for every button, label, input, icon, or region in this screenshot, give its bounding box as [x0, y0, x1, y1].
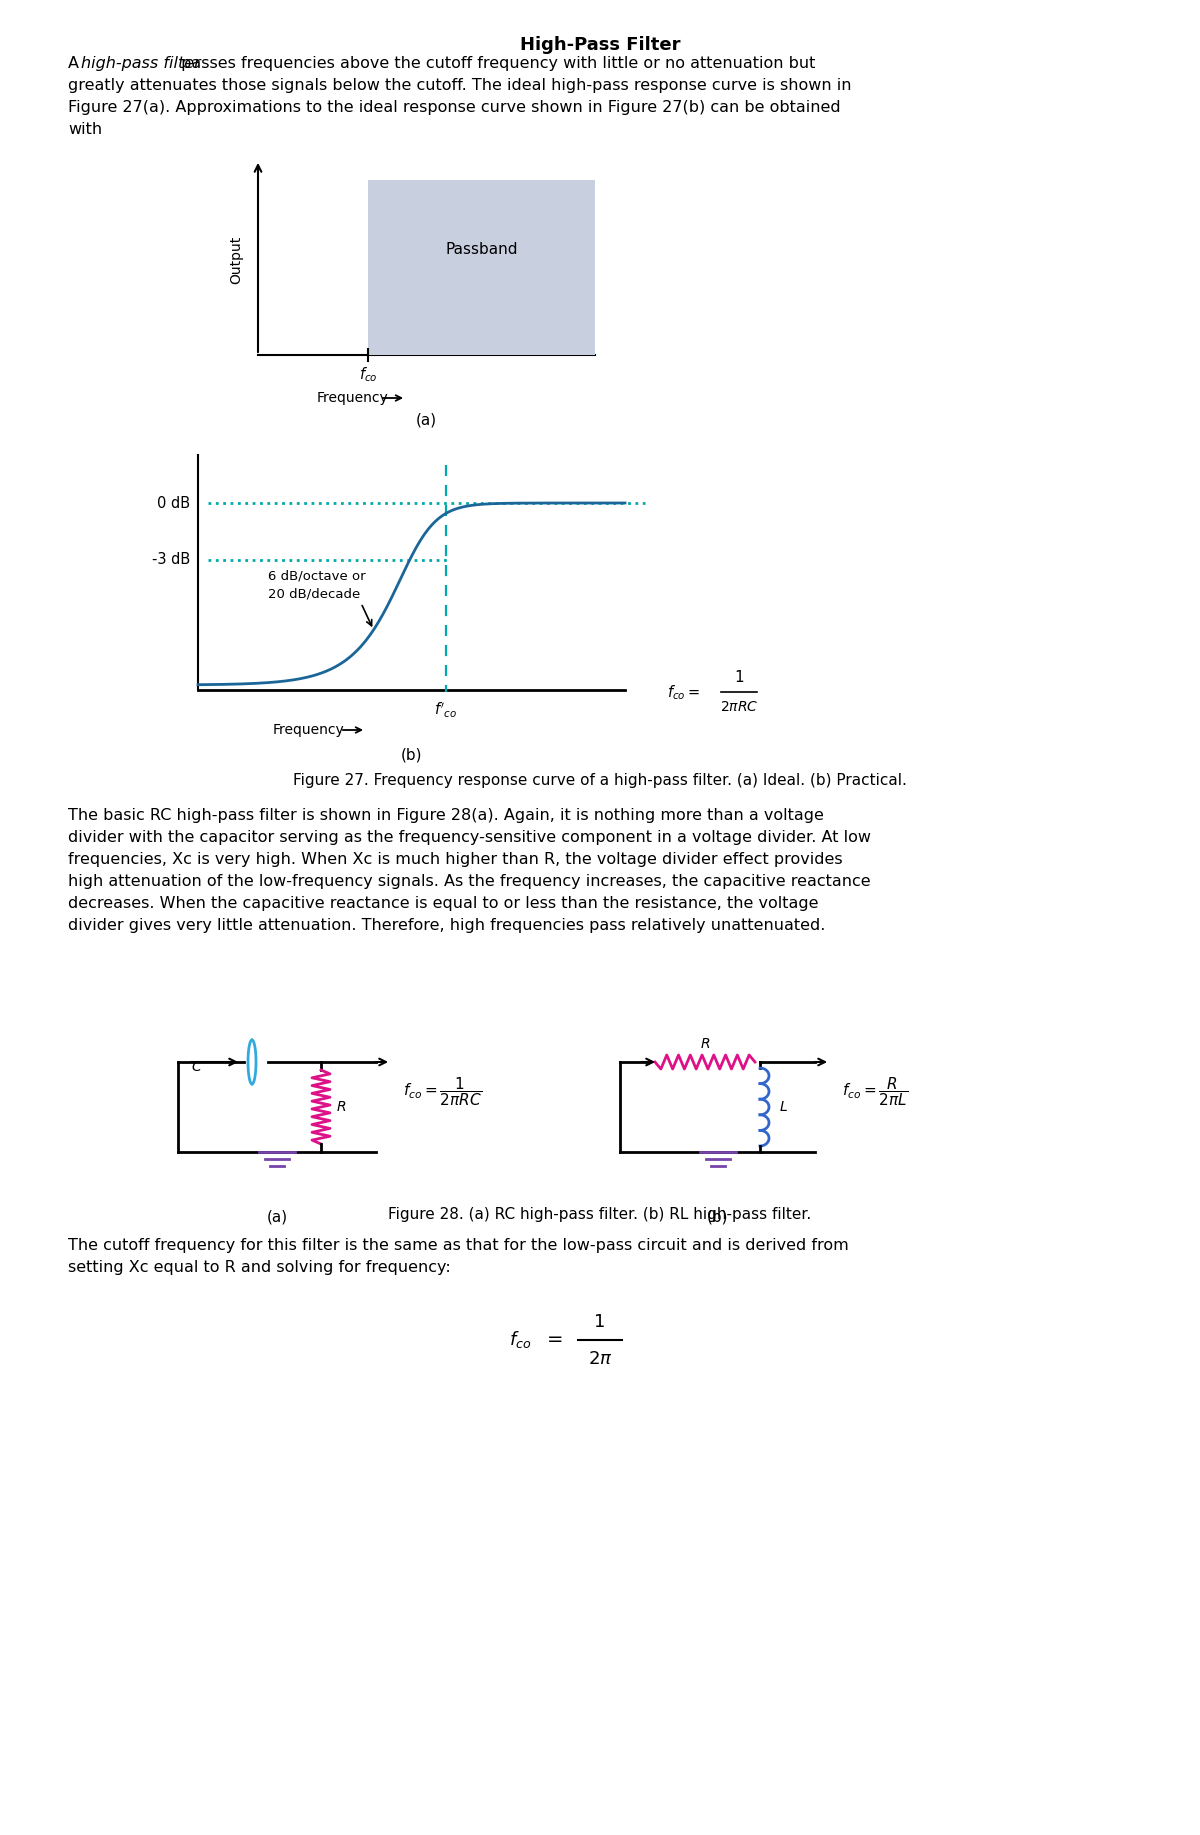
Text: greatly attenuates those signals below the cutoff. The ideal high-pass response : greatly attenuates those signals below t… [68, 79, 852, 94]
Text: 1: 1 [734, 670, 744, 686]
Text: $f_{co}$: $f_{co}$ [509, 1330, 532, 1351]
Text: =: = [547, 1330, 563, 1349]
Text: R: R [700, 1037, 710, 1051]
Text: divider gives very little attenuation. Therefore, high frequencies pass relative: divider gives very little attenuation. T… [68, 918, 826, 932]
Text: (a): (a) [266, 1209, 288, 1224]
Text: $f_{co} = \dfrac{R}{2\pi L}$: $f_{co} = \dfrac{R}{2\pi L}$ [842, 1075, 908, 1108]
Text: R: R [337, 1099, 347, 1114]
Text: L: L [780, 1099, 787, 1114]
Text: $f_{co} = \dfrac{1}{2\pi RC}$: $f_{co} = \dfrac{1}{2\pi RC}$ [403, 1075, 482, 1108]
Text: -3 dB: -3 dB [151, 552, 190, 567]
Text: with: with [68, 121, 102, 138]
Text: The basic RC high-pass filter is shown in Figure 28(a). Again, it is nothing mor: The basic RC high-pass filter is shown i… [68, 807, 824, 824]
Text: 6 dB/octave or
20 dB/decade: 6 dB/octave or 20 dB/decade [268, 569, 366, 600]
Text: frequencies, Xᴄ is very high. When Xᴄ is much higher than R, the voltage divider: frequencies, Xᴄ is very high. When Xᴄ is… [68, 851, 842, 866]
Bar [368, 180, 595, 354]
Text: passes frequencies above the cutoff frequency with little or no attenuation but: passes frequencies above the cutoff freq… [176, 57, 815, 72]
Text: Frequency: Frequency [317, 391, 389, 406]
Text: $f_{co}=$: $f_{co}=$ [667, 684, 700, 703]
Text: (a): (a) [416, 413, 437, 428]
Text: Frequency: Frequency [272, 723, 344, 738]
Text: setting Xᴄ equal to R and solving for frequency:: setting Xᴄ equal to R and solving for fr… [68, 1261, 451, 1275]
Text: Figure 28. (a) RC high-pass filter. (b) RL high-pass filter.: Figure 28. (a) RC high-pass filter. (b) … [389, 1207, 811, 1222]
Text: $f_{co}$: $f_{co}$ [359, 365, 377, 384]
Text: A: A [68, 57, 84, 72]
Text: (b): (b) [707, 1209, 728, 1224]
Text: High-Pass Filter: High-Pass Filter [520, 37, 680, 53]
Text: 1: 1 [594, 1314, 606, 1330]
Text: C: C [191, 1061, 202, 1073]
Text: The cutoff frequency for this filter is the same as that for the low-pass circui: The cutoff frequency for this filter is … [68, 1239, 848, 1253]
Text: high attenuation of the low-frequency signals. As the frequency increases, the c: high attenuation of the low-frequency si… [68, 873, 871, 888]
Text: Passband: Passband [445, 242, 517, 257]
Text: $2\pi RC$: $2\pi RC$ [720, 699, 758, 714]
Text: (b): (b) [401, 747, 422, 763]
Text: divider with the capacitor serving as the frequency-sensitive component in a vol: divider with the capacitor serving as th… [68, 829, 871, 844]
Text: Figure 27. Frequency response curve of a high-pass filter. (a) Ideal. (b) Practi: Figure 27. Frequency response curve of a… [293, 773, 907, 787]
Text: 0 dB: 0 dB [157, 495, 190, 510]
Text: Figure 27(a). Approximations to the ideal response curve shown in Figure 27(b) c: Figure 27(a). Approximations to the idea… [68, 99, 841, 116]
Text: $f'_{co}$: $f'_{co}$ [434, 701, 457, 719]
Text: decreases. When the capacitive reactance is equal to or less than the resistance: decreases. When the capacitive reactance… [68, 895, 818, 910]
Text: $2\pi$: $2\pi$ [588, 1351, 612, 1369]
Text: Output: Output [229, 237, 242, 284]
Text: high-pass filter: high-pass filter [82, 57, 200, 72]
